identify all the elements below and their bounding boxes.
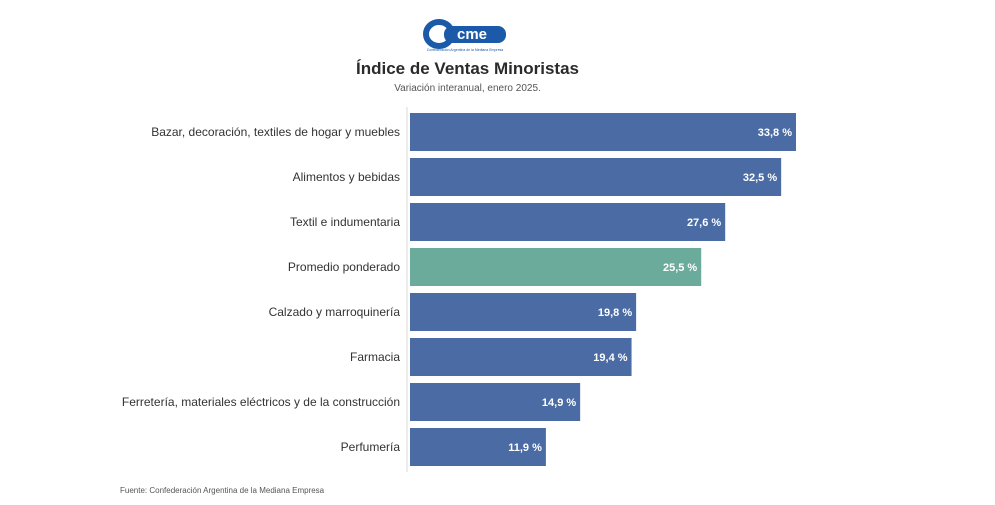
logo-text: cme [457,26,487,43]
chart-title: Índice de Ventas Minoristas [356,59,579,78]
bar [410,428,546,466]
bar-chart: 33,8 % Bazar, decoración, textiles de hog… [122,107,796,472]
bar [410,248,702,286]
bar [410,158,782,196]
category-label: Bazar, decoración, textiles de hogar y m… [151,125,400,139]
data-label: 14,9 % [542,397,576,409]
bar [410,383,581,421]
category-label: Textil e indumentaria [290,215,400,229]
data-label: 25,5 % [663,262,697,274]
bar [410,338,632,376]
bar [410,203,726,241]
bar [410,293,637,331]
data-label: 19,4 % [593,352,627,364]
data-label: 19,8 % [598,307,632,319]
category-label: Alimentos y bebidas [293,170,400,184]
bar [410,113,796,151]
category-label: Ferretería, materiales eléctricos y de l… [122,395,400,409]
data-label: 27,6 % [687,217,721,229]
category-label: Farmacia [350,350,400,364]
source-note: Fuente: Confederación Argentina de la Me… [120,486,325,495]
data-label: 32,5 % [743,172,777,184]
data-label: 11,9 % [508,442,542,454]
cme-logo: cme [423,19,506,49]
category-label: Perfumería [341,440,401,454]
chart-subtitle: Variación interanual, enero 2025. [394,83,541,94]
data-label: 33,8 % [758,127,792,139]
category-label: Calzado y marroquinería [269,305,401,319]
logo-tagline: Confederación Argentina de la Mediana Em… [426,48,504,52]
category-label: Promedio ponderado [288,260,400,274]
